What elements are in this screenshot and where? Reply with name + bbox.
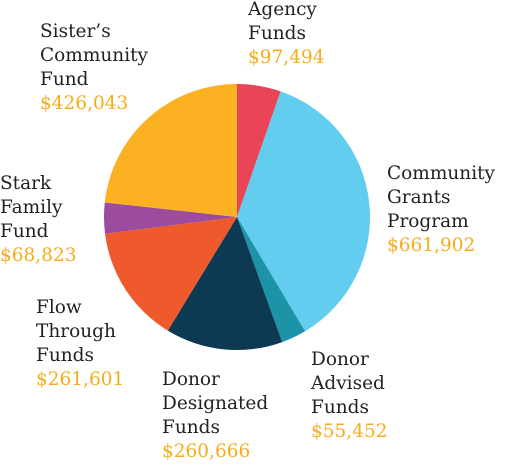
label-stark-family-fund-value: $68,823 [0,245,77,266]
label-agency-funds-value: $97,494 [248,47,325,68]
label-sisters-community-fund-value: $426,043 [40,93,129,114]
label-stark-family-fund-name: Stark Family Fund [0,173,63,242]
label-sisters-community-fund: Sister’s Community Fund $426,043 [40,20,148,116]
pie-slice-community-grants-program [237,91,370,332]
pie-slice-sister-s-community-fund [104,84,237,217]
label-donor-designated-funds: Donor Designated Funds $260,666 [162,368,268,464]
pie-slice-donor-designated-funds [167,217,283,351]
label-stark-family-fund: Stark Family Fund $68,823 [0,172,77,268]
label-donor-designated-funds-name: Donor Designated Funds [162,369,269,438]
label-community-grants-program-value: $661,902 [387,235,476,256]
label-donor-advised-funds-name: Donor Advised Funds [311,349,385,418]
pie-slice-flow-through-funds [105,217,237,331]
pie-slice-stark-family-fund [104,202,238,234]
label-flow-through-funds-value: $261,601 [36,369,125,390]
label-agency-funds: Agency Funds $97,494 [248,0,325,70]
label-donor-designated-funds-value: $260,666 [162,441,251,462]
label-community-grants-program-name: Community Grants Program [387,163,496,232]
label-donor-advised-funds: Donor Advised Funds $55,452 [311,348,388,444]
label-sisters-community-fund-name: Sister’s Community Fund [40,21,149,90]
pie-slice-donor-advised-funds [237,217,306,343]
label-flow-through-funds: Flow Through Funds $261,601 [36,296,124,392]
label-community-grants-program: Community Grants Program $661,902 [387,162,495,258]
label-flow-through-funds-name: Flow Through Funds [36,297,116,366]
pie-slice-agency-funds [237,84,281,217]
label-donor-advised-funds-value: $55,452 [311,421,388,442]
label-agency-funds-name: Agency Funds [248,0,317,44]
